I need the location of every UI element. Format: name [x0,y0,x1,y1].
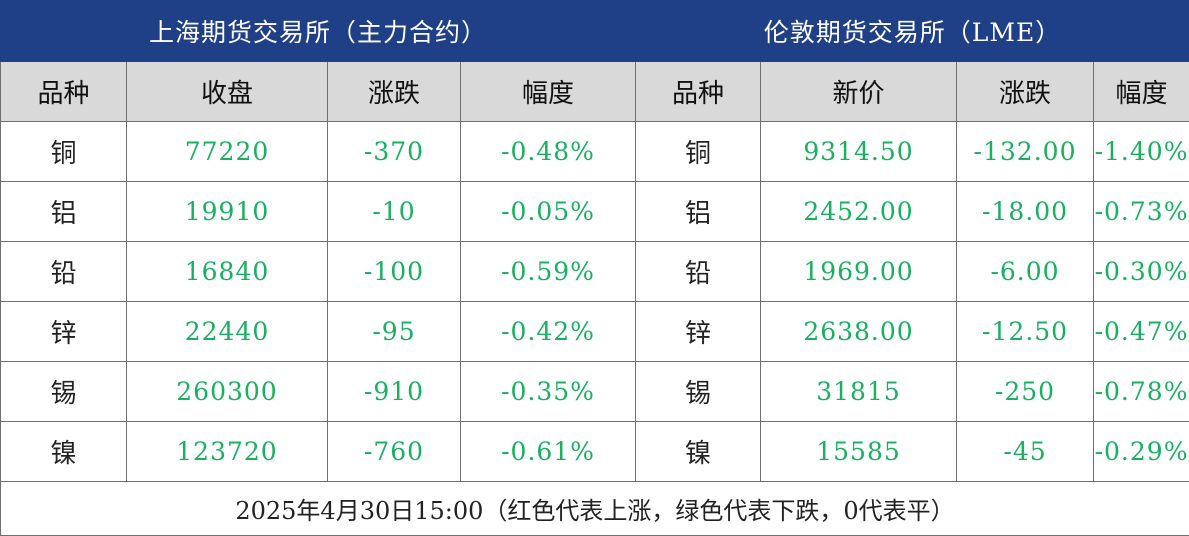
lme-pct-value: -0.73% [1094,182,1189,242]
lme-pct-value: -1.40% [1094,122,1189,182]
lme-variety-name: 铅 [636,242,761,302]
lme-variety-name: 铜 [636,122,761,182]
table-row: 锡 260300 -910 -0.35% 锡 31815 -250 -0.78% [1,362,1189,422]
column-header-row: 品种 收盘 涨跌 幅度 品种 新价 涨跌 幅度 [1,62,1189,122]
shfe-title: 上海期货交易所（主力合约） [1,1,636,62]
table-row: 铝 19910 -10 -0.05% 铝 2452.00 -18.00 -0.7… [1,182,1189,242]
table-row: 镍 123720 -760 -0.61% 镍 15585 -45 -0.29% [1,422,1189,482]
lme-variety-name: 铝 [636,182,761,242]
shfe-close-value: 123720 [127,422,328,482]
lme-pct-value: -0.78% [1094,362,1189,422]
shfe-close-value: 16840 [127,242,328,302]
lme-pct-value: -0.30% [1094,242,1189,302]
lme-variety-name: 锌 [636,302,761,362]
shfe-close-value: 77220 [127,122,328,182]
table-row: 铅 16840 -100 -0.59% 铅 1969.00 -6.00 -0.3… [1,242,1189,302]
shfe-close-value: 19910 [127,182,328,242]
variety-name: 铅 [1,242,127,302]
col-pct: 幅度 [461,62,636,122]
footer-row: 2025年4月30日15:00（红色代表上涨，绿色代表下跌，0代表平） [1,482,1189,536]
lme-price-value: 1969.00 [761,242,957,302]
lme-change-value: -6.00 [957,242,1094,302]
lme-price-value: 2638.00 [761,302,957,362]
shfe-change-value: -910 [328,362,461,422]
col-close: 收盘 [127,62,328,122]
shfe-change-value: -370 [328,122,461,182]
col-change: 涨跌 [328,62,461,122]
variety-name: 锌 [1,302,127,362]
col-lme-variety: 品种 [636,62,761,122]
lme-variety-name: 镍 [636,422,761,482]
lme-price-value: 31815 [761,362,957,422]
lme-pct-value: -0.29% [1094,422,1189,482]
lme-change-value: -18.00 [957,182,1094,242]
lme-price-value: 9314.50 [761,122,957,182]
shfe-close-value: 22440 [127,302,328,362]
shfe-pct-value: -0.59% [461,242,636,302]
variety-name: 镍 [1,422,127,482]
lme-title: 伦敦期货交易所（LME） [636,1,1189,62]
table-row: 锌 22440 -95 -0.42% 锌 2638.00 -12.50 -0.4… [1,302,1189,362]
shfe-change-value: -10 [328,182,461,242]
variety-name: 铜 [1,122,127,182]
lme-change-value: -12.50 [957,302,1094,362]
exchange-title-row: 上海期货交易所（主力合约） 伦敦期货交易所（LME） [1,1,1189,62]
table-row: 铜 77220 -370 -0.48% 铜 9314.50 -132.00 -1… [1,122,1189,182]
shfe-change-value: -760 [328,422,461,482]
lme-pct-value: -0.47% [1094,302,1189,362]
shfe-pct-value: -0.05% [461,182,636,242]
lme-price-value: 15585 [761,422,957,482]
shfe-pct-value: -0.48% [461,122,636,182]
shfe-change-value: -95 [328,302,461,362]
lme-change-value: -132.00 [957,122,1094,182]
col-lme-change: 涨跌 [957,62,1094,122]
variety-name: 锡 [1,362,127,422]
lme-variety-name: 锡 [636,362,761,422]
shfe-change-value: -100 [328,242,461,302]
variety-name: 铝 [1,182,127,242]
shfe-pct-value: -0.35% [461,362,636,422]
lme-price-value: 2452.00 [761,182,957,242]
col-variety: 品种 [1,62,127,122]
col-lme-price: 新价 [761,62,957,122]
shfe-close-value: 260300 [127,362,328,422]
col-lme-pct: 幅度 [1094,62,1189,122]
shfe-pct-value: -0.42% [461,302,636,362]
lme-change-value: -250 [957,362,1094,422]
shfe-pct-value: -0.61% [461,422,636,482]
table-body: 铜 77220 -370 -0.48% 铜 9314.50 -132.00 -1… [1,122,1189,482]
footer-note: 2025年4月30日15:00（红色代表上涨，绿色代表下跌，0代表平） [1,482,1189,536]
lme-change-value: -45 [957,422,1094,482]
